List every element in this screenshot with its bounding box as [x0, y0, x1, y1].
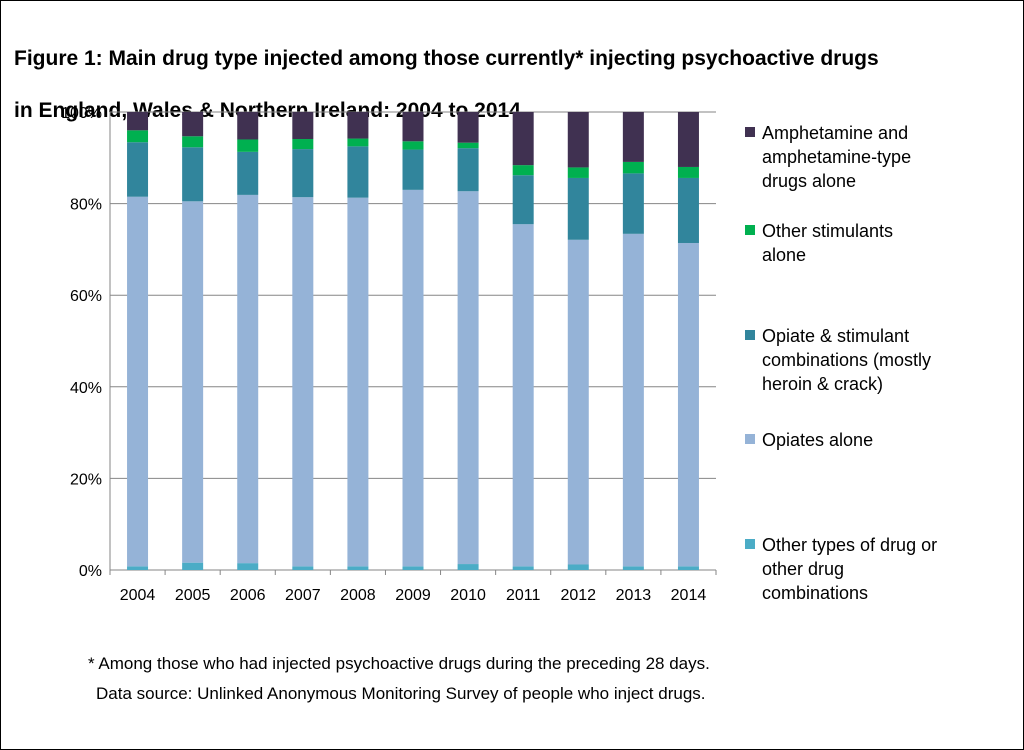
bar-segment [567, 564, 589, 570]
legend-swatch [745, 330, 755, 340]
bar-segment [347, 146, 369, 198]
bar-segment [182, 147, 204, 202]
bar-segment [402, 566, 424, 570]
bar-segment [182, 562, 204, 570]
x-tick-label: 2010 [450, 587, 486, 604]
legend-label: combinations (mostly [762, 350, 931, 370]
bar-segment [237, 151, 259, 195]
bar-segment [457, 564, 479, 570]
bar-segment [127, 566, 149, 570]
legend-label: Other stimulants [762, 221, 893, 241]
bar-segment [237, 563, 259, 570]
bar-segment [567, 112, 589, 168]
bar-segment [402, 149, 424, 190]
footnote-data-source: Data source: Unlinked Anonymous Monitori… [96, 684, 706, 703]
bar-segment [292, 197, 314, 567]
bar-segment [622, 233, 644, 567]
bar-segment [347, 197, 369, 567]
bar-segment [622, 161, 644, 174]
legend-swatch [745, 539, 755, 549]
x-tick-label: 2009 [395, 587, 431, 604]
bar-segment [457, 148, 479, 192]
bar-segment [567, 167, 589, 178]
bar-segment [457, 112, 479, 143]
bar-segment [182, 112, 204, 137]
legend-label: alone [762, 245, 806, 265]
y-tick-label: 100% [61, 105, 102, 122]
bar-segment [292, 149, 314, 198]
footnote-sample-note: * Among those who had injected psychoact… [88, 654, 710, 673]
bar-segment [292, 112, 314, 140]
bar-segment [127, 142, 149, 197]
bar-segment [512, 175, 534, 225]
legend-label: amphetamine-type [762, 147, 911, 167]
bar-segment [127, 130, 149, 143]
bar-segment [347, 138, 369, 147]
bar-segment [512, 112, 534, 166]
bar-segment [512, 224, 534, 567]
bar-segment [457, 142, 479, 149]
x-tick-label: 2005 [175, 587, 211, 604]
bar-segment [237, 194, 259, 564]
chart-title-line-2: in England, Wales & Northern Ireland: 20… [14, 99, 521, 122]
legend-label: heroin & crack) [762, 374, 883, 394]
y-tick-label: 0% [79, 563, 102, 580]
legend-swatch [745, 225, 755, 235]
x-tick-label: 2012 [560, 587, 596, 604]
bar-segment [512, 165, 534, 176]
bar-segment [622, 112, 644, 162]
legend-label: Other types of drug or [762, 535, 937, 555]
chart-title: Figure 1: Main drug type injected among … [14, 20, 879, 150]
y-tick-label: 40% [70, 380, 102, 397]
legend-label: drugs alone [762, 171, 856, 191]
legend-label: other drug [762, 559, 844, 579]
bar-segment [677, 566, 699, 570]
bar-segment [347, 112, 369, 139]
bar-segment [292, 566, 314, 570]
y-tick-label: 60% [70, 288, 102, 305]
x-tick-label: 2011 [506, 587, 541, 604]
legend-label: combinations [762, 583, 868, 603]
x-tick-label: 2013 [616, 587, 652, 604]
legend-label: Opiate & stimulant [762, 326, 909, 346]
x-tick-label: 2008 [340, 587, 376, 604]
bar-segment [292, 139, 314, 150]
y-tick-label: 80% [70, 197, 102, 214]
bar-segment [512, 566, 534, 570]
bar-segment [182, 201, 204, 563]
bar-segment [402, 141, 424, 150]
bar-segment [677, 177, 699, 243]
bar-segment [402, 112, 424, 142]
bar-segment [677, 242, 699, 567]
legend-swatch [745, 434, 755, 444]
bar-segment [567, 177, 589, 240]
bar-segment [567, 239, 589, 565]
y-tick-label: 20% [70, 471, 102, 488]
bar-segment [622, 566, 644, 570]
legend-swatch [745, 127, 755, 137]
bar-segment [347, 566, 369, 570]
bar-segment [127, 196, 149, 567]
chart-title-line-1: Figure 1: Main drug type injected among … [14, 47, 879, 70]
bar-segment [237, 112, 259, 140]
bar-segment [677, 166, 699, 178]
bar-segment [457, 191, 479, 565]
legend-label: Opiates alone [762, 430, 873, 450]
bar-segment [402, 189, 424, 567]
legend-label: Amphetamine and [762, 123, 908, 143]
x-tick-label: 2006 [230, 587, 266, 604]
bar-segment [127, 112, 149, 131]
bar-segment [182, 136, 204, 148]
x-tick-label: 2014 [671, 587, 707, 604]
bar-segment [677, 112, 699, 167]
x-tick-label: 2004 [120, 587, 156, 604]
bar-segment [622, 173, 644, 234]
bar-segment [237, 139, 259, 152]
x-tick-label: 2007 [285, 587, 321, 604]
